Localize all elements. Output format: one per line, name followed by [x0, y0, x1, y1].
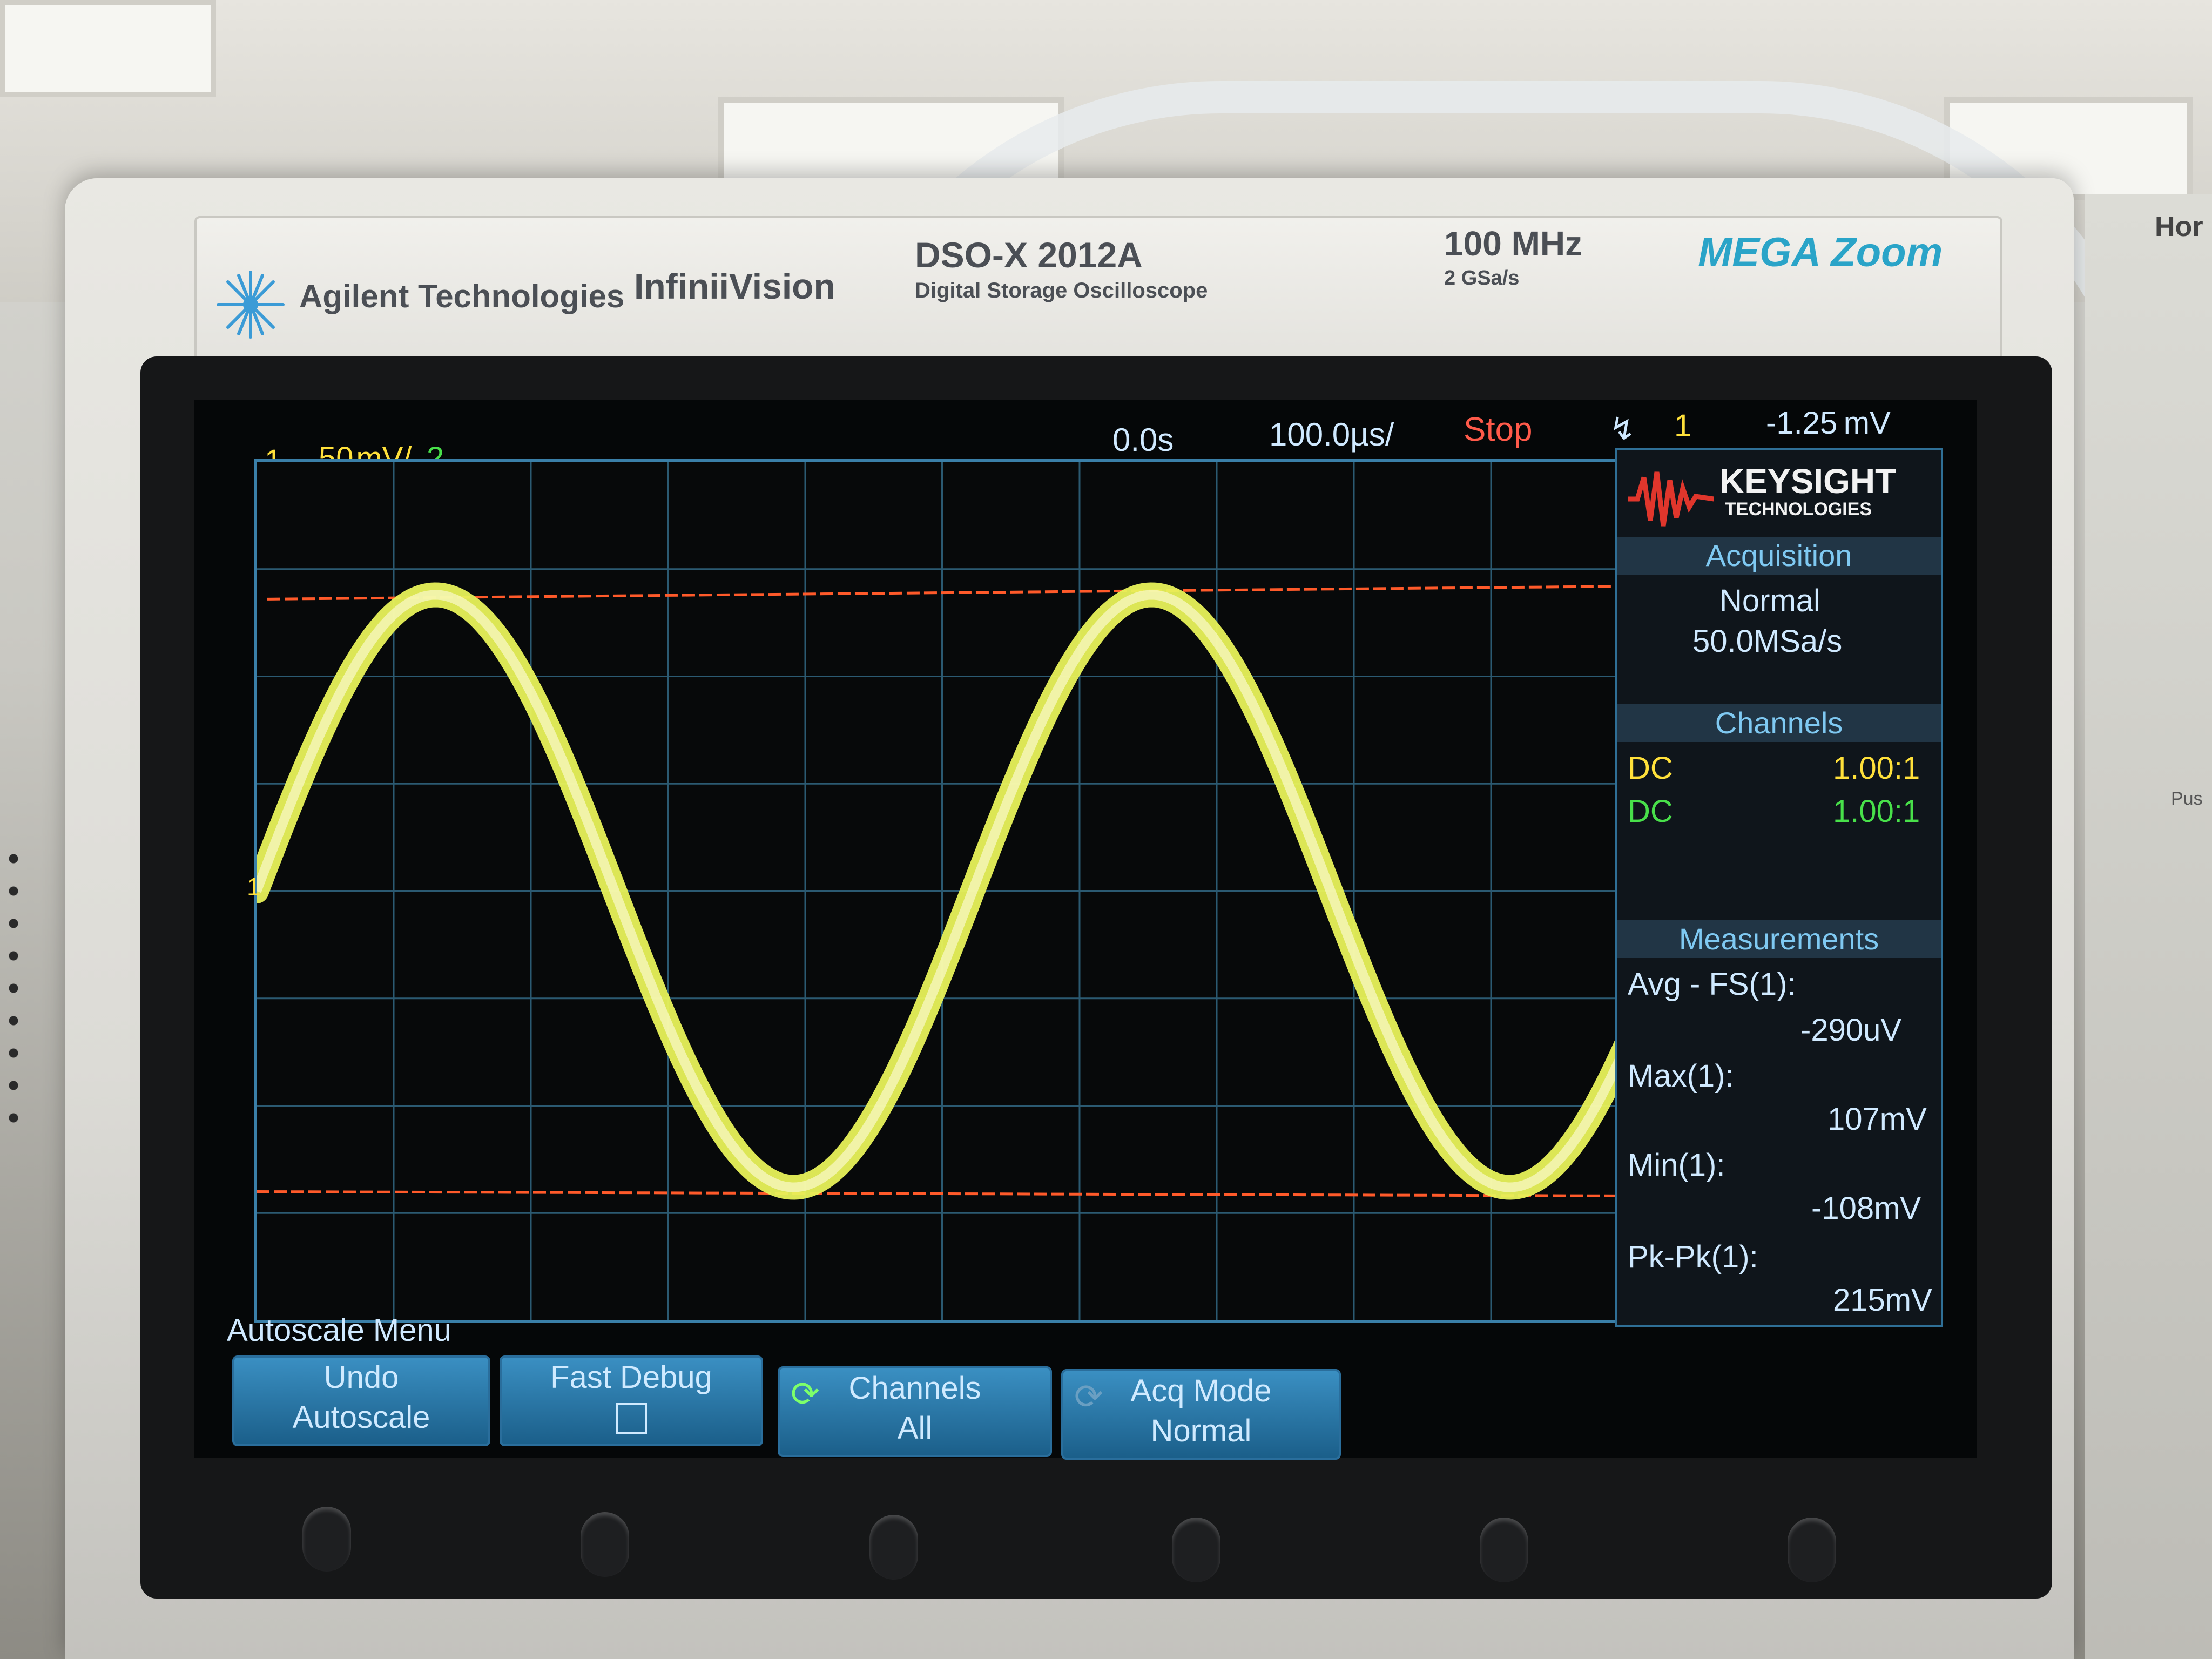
measurement-label: Avg - FS(1): [1628, 967, 1796, 1002]
keysight-logo-sub: TECHNOLOGIES [1725, 499, 1872, 520]
measurements-header[interactable]: Measurements [1617, 920, 1941, 958]
model-description: Digital Storage Oscilloscope [915, 279, 1208, 302]
side-label-horizontal: Hor [2155, 211, 2203, 242]
brand-strip: Agilent Technologies InfiniiVision DSO-X… [194, 216, 2002, 361]
keysight-logo: KEYSIGHT [1719, 462, 1897, 501]
maker-label: Agilent Technologies [299, 278, 625, 314]
ch2-coupling: DC [1628, 794, 1673, 829]
ch1-coupling: DC [1628, 751, 1673, 786]
max-cursor-line [267, 585, 1628, 601]
softkey-line: Acq Mode [1130, 1373, 1272, 1408]
softkey-line: Undo [323, 1360, 399, 1395]
fast-debug-button[interactable]: Fast Debug [500, 1355, 763, 1446]
acquisition-header[interactable]: Acquisition [1617, 537, 1941, 575]
waveform-graticule[interactable]: 1 [247, 459, 1631, 1323]
undo-autoscale-button[interactable]: Undo Autoscale [232, 1355, 490, 1446]
softkey-knob[interactable] [869, 1515, 918, 1580]
menu-title: Autoscale Menu [227, 1313, 451, 1348]
min-cursor-line [257, 1190, 1628, 1197]
speaker-grille [0, 842, 32, 1123]
time-delay[interactable]: 0.0s [1112, 422, 1174, 458]
model-label: DSO-X 2012A [915, 235, 1143, 275]
cycle-arrow-icon: ⟳ [791, 1374, 820, 1413]
acquisition-mode: Normal [1719, 583, 1820, 618]
checkbox-icon[interactable] [616, 1403, 647, 1434]
megazoom-logo: MEGA Zoom [1698, 230, 1943, 275]
channels-header[interactable]: Channels [1617, 704, 1941, 742]
measurement-label: Min(1): [1628, 1148, 1725, 1183]
trigger-source[interactable]: 1 [1674, 408, 1692, 443]
bandwidth-label: 100 MHz [1444, 224, 1583, 263]
run-state[interactable]: Stop [1464, 411, 1533, 448]
softkey-line: Fast Debug [550, 1360, 712, 1395]
measurement-value: -290uV [1800, 1013, 1902, 1048]
softkey-knob[interactable] [1788, 1518, 1836, 1582]
sample-rate-label: 2 GSa/s [1444, 267, 1520, 289]
agilent-spark-icon [217, 271, 285, 339]
acq-mode-button[interactable]: ⟳ Acq Mode Normal [1061, 1369, 1341, 1460]
trigger-edge-icon: ↯ [1609, 412, 1636, 447]
time-scale[interactable]: 100.0µs/ [1269, 416, 1394, 453]
ceiling-light [0, 0, 216, 97]
trigger-level[interactable]: -1.25 mV [1766, 406, 1891, 441]
side-label-push: Pus [2171, 788, 2203, 809]
softkey-line: Autoscale [292, 1400, 430, 1435]
cycle-arrow-icon: ⟳ [1074, 1377, 1103, 1416]
channels-all-button[interactable]: ⟳ Channels All [778, 1366, 1052, 1457]
softkey-knob[interactable] [581, 1512, 629, 1577]
right-info-panel: KEYSIGHT TECHNOLOGIES Acquisition Normal… [1615, 448, 1943, 1327]
measurement-label: Max(1): [1628, 1058, 1734, 1094]
ground-marker[interactable]: 1 [247, 873, 261, 901]
keysight-wave-icon [1628, 471, 1714, 527]
ch2-probe: 1.00:1 [1833, 794, 1920, 829]
softkey-line: All [897, 1411, 933, 1446]
measurement-value: 215mV [1833, 1283, 1932, 1318]
softkey-knob[interactable] [1172, 1518, 1220, 1582]
scope-side-panel: Hor Pus [2085, 194, 2212, 1659]
softkey-knob[interactable] [302, 1507, 351, 1572]
acquisition-rate: 50.0MSa/s [1692, 624, 1843, 659]
series-label: InfiniiVision [634, 266, 835, 306]
measurement-value: -108mV [1811, 1191, 1921, 1226]
ch1-waveform-core [257, 590, 1628, 1192]
softkey-line: Normal [1150, 1413, 1252, 1448]
softkey-knob[interactable] [1480, 1518, 1528, 1582]
softkey-line: Channels [848, 1371, 981, 1406]
measurement-label: Pk-Pk(1): [1628, 1239, 1758, 1274]
waveform-plot [257, 462, 1628, 1320]
measurement-value: 107mV [1827, 1102, 1927, 1137]
ch1-probe: 1.00:1 [1833, 751, 1920, 786]
